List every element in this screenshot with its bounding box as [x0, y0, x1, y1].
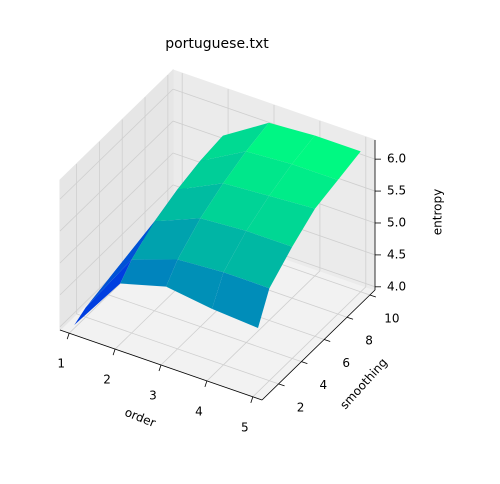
grid-line — [76, 313, 279, 385]
surface-patch — [246, 122, 315, 165]
z-axis-label: entropy — [431, 189, 445, 235]
surface-patch — [154, 183, 224, 222]
surface-patch — [166, 259, 224, 309]
grid-line — [59, 120, 174, 232]
z-tick-label: 6.0 — [387, 152, 406, 166]
z-tick-label: 5.0 — [387, 215, 406, 229]
surface-patch — [291, 135, 361, 180]
tick-mark — [66, 333, 70, 340]
grid-line — [59, 152, 174, 264]
x-tick-label: 5 — [241, 420, 249, 434]
surface-patch — [131, 218, 201, 260]
grid-line — [99, 291, 302, 363]
grid-line — [206, 270, 321, 382]
x-tick-label: 3 — [149, 389, 157, 403]
tick-mark — [346, 316, 354, 320]
surface-patch — [212, 272, 270, 328]
x-tick-label: 4 — [195, 404, 203, 418]
surface-patch — [177, 151, 246, 190]
tick-mark — [324, 339, 331, 342]
tick-mark — [250, 396, 254, 403]
y-tick-label: 2 — [297, 400, 305, 414]
surface-patch — [74, 259, 132, 325]
surface-patch — [223, 230, 293, 289]
grid-line — [252, 286, 367, 398]
tick-mark — [204, 380, 208, 388]
surface-patch — [269, 164, 338, 209]
z-tick-label: 5.5 — [387, 184, 406, 198]
tick-mark — [112, 348, 116, 356]
tick-mark — [369, 294, 376, 298]
grid-line — [59, 88, 174, 200]
tick-mark — [278, 383, 285, 387]
y-tick-label: 6 — [342, 356, 350, 370]
x-axis-label: order — [123, 405, 158, 430]
y-tick-label: 10 — [384, 312, 399, 326]
tick-mark — [158, 364, 162, 372]
chart-title: portuguese.txt — [165, 36, 269, 52]
surface-patch — [177, 218, 247, 273]
surface-patch — [200, 183, 270, 231]
z-tick-label: 4.5 — [387, 247, 406, 261]
z-tick-label: 4.0 — [387, 279, 406, 293]
x-tick-label: 1 — [57, 357, 65, 371]
grid-line — [59, 184, 174, 296]
x-axis-line — [59, 329, 263, 401]
y-tick-label: 4 — [320, 378, 328, 392]
surface-patch — [223, 151, 292, 196]
surface-patch — [246, 195, 315, 247]
surface-patch — [200, 122, 269, 161]
y-axis-line — [261, 289, 376, 401]
surface-patch — [120, 259, 178, 287]
tick-mark — [301, 361, 308, 365]
x-tick-label: 2 — [103, 373, 111, 387]
y-tick-label: 8 — [365, 334, 373, 348]
